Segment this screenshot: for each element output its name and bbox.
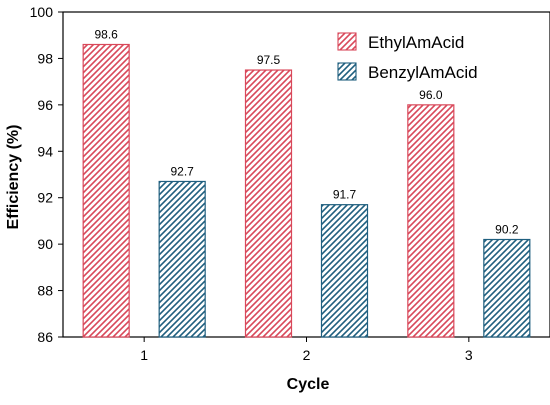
- data-label: 90.2: [495, 223, 519, 237]
- bar: [158, 180, 206, 338]
- x-tick-label: 1: [140, 347, 148, 363]
- legend-label: EthylAmAcid: [368, 33, 464, 52]
- y-axis-label: Efficiency (%): [5, 125, 22, 230]
- y-tick-label: 90: [37, 236, 53, 252]
- bar: [407, 104, 455, 338]
- legend: EthylAmAcid BenzylAmAcid: [337, 32, 478, 82]
- y-tick-label: 92: [37, 190, 53, 206]
- legend-swatch: [337, 62, 357, 81]
- plot-frame: [62, 11, 550, 338]
- data-label: 97.5: [257, 53, 281, 67]
- y-tick-label: 96: [37, 97, 53, 113]
- bar: [82, 43, 130, 338]
- y-tick-label: 94: [37, 143, 53, 159]
- bar: [320, 204, 369, 338]
- legend-swatch: [337, 32, 357, 51]
- legend-label: BenzylAmAcid: [368, 63, 478, 82]
- y-tick-label: 86: [37, 329, 53, 345]
- x-axis-label: Cycle: [287, 376, 330, 393]
- data-label: 91.7: [333, 188, 357, 202]
- bar: [244, 69, 293, 338]
- y-tick-label: 100: [30, 4, 54, 20]
- data-label: 98.6: [94, 28, 118, 42]
- x-tick-label: 3: [465, 347, 473, 363]
- bar: [483, 238, 531, 338]
- x-tick-label: 2: [303, 347, 311, 363]
- data-label: 96.0: [419, 88, 443, 102]
- data-label: 92.7: [170, 164, 194, 178]
- y-tick-label: 88: [37, 283, 53, 299]
- plot-area: 86 88 90 92 94 96 98 100 1 2 3 98.6 97.5 96.0 92.7 91.7…: [30, 4, 550, 363]
- y-tick-label: 98: [37, 50, 53, 66]
